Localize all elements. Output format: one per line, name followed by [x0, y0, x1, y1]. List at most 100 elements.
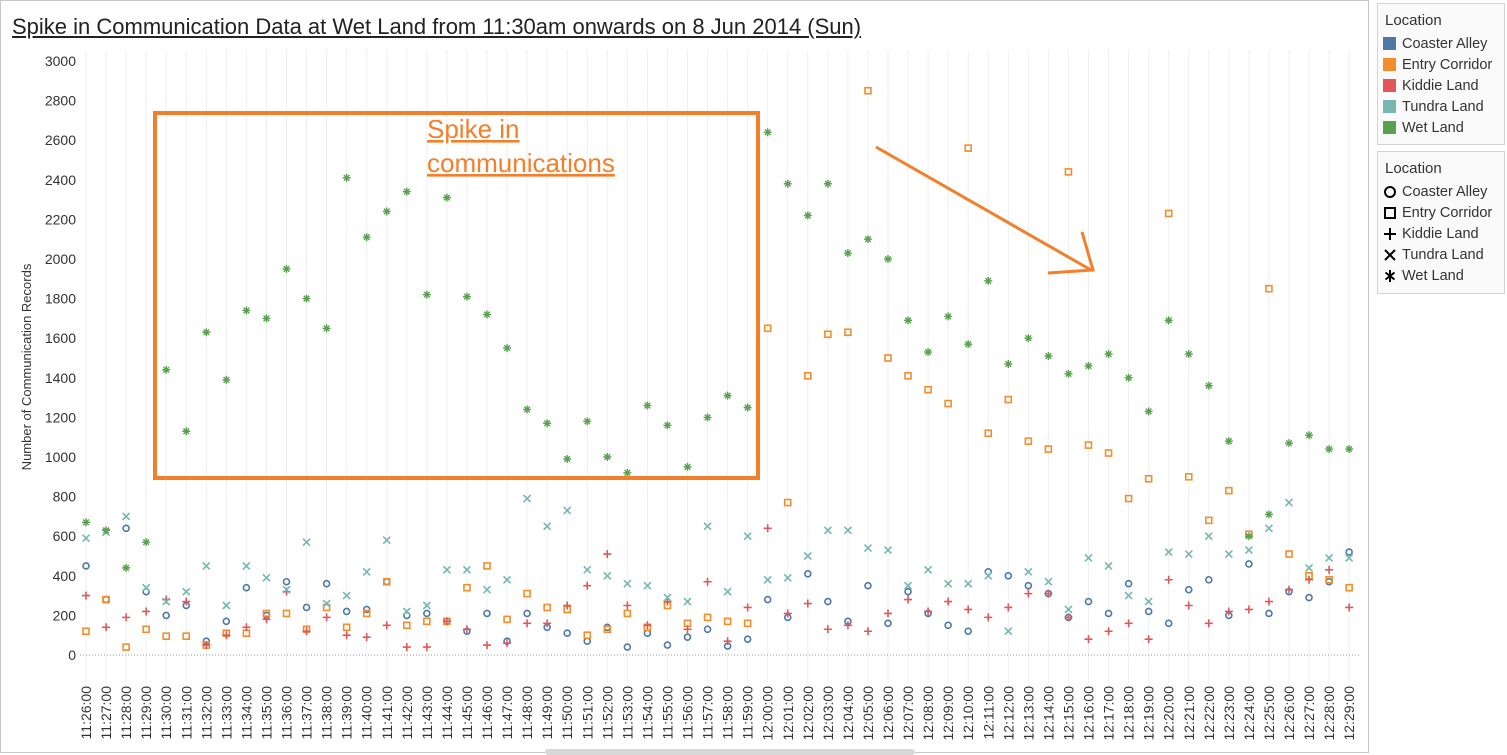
horizontal-scrollbar[interactable]: [545, 749, 915, 755]
data-point: [863, 544, 873, 553]
data-point: [743, 603, 752, 612]
shape-legend-item[interactable]: Kiddie Land: [1378, 223, 1504, 244]
legend-label: Kiddie Land: [1402, 77, 1479, 94]
x-tick-label: 11:50:00: [559, 686, 575, 740]
data-point: [1144, 407, 1153, 416]
x-tick-label: 12:06:00: [880, 686, 896, 741]
x-tick-label: 12:22:00: [1201, 686, 1217, 741]
x-tick-label: 12:27:00: [1301, 686, 1317, 741]
data-point: [703, 577, 712, 586]
data-point: [1044, 589, 1053, 598]
x-tick-label: 12:04:00: [840, 686, 856, 741]
data-point: [1144, 635, 1153, 644]
data-point: [1004, 359, 1013, 368]
series-coaster-alley: [82, 524, 1353, 651]
data-point: [1305, 431, 1314, 440]
data-point: [743, 532, 752, 541]
data-point: [563, 454, 572, 463]
data-point: [1205, 575, 1213, 584]
data-point: [1184, 601, 1193, 610]
color-legend-item[interactable]: Coaster Alley: [1378, 33, 1504, 54]
y-tick-label: 600: [53, 528, 77, 544]
color-swatch: [1383, 100, 1396, 113]
color-legend-items: Coaster Alley Entry Corridor Kiddie Land Tu…: [1378, 33, 1504, 138]
data-point: [904, 372, 912, 380]
data-point: [362, 609, 371, 618]
data-point: [202, 641, 211, 650]
shape-legend-item[interactable]: Entry Corridor: [1378, 202, 1504, 223]
data-point: [282, 577, 291, 586]
data-point: [102, 526, 111, 535]
data-point: [1164, 209, 1173, 218]
data-point: [122, 512, 131, 521]
data-point: [322, 324, 331, 333]
data-point: [964, 144, 973, 152]
data-point: [964, 627, 973, 636]
spike-highlight-box: [153, 111, 760, 480]
color-legend: Location Coaster Alley Entry Corridor Kidd…: [1377, 3, 1505, 145]
color-legend-item[interactable]: Tundra Land: [1378, 96, 1504, 117]
data-point: [783, 179, 792, 188]
data-point: [783, 498, 792, 507]
data-point: [362, 633, 371, 642]
x-tick-label: 12:25:00: [1261, 686, 1277, 741]
data-point: [1064, 168, 1073, 176]
data-point: [884, 609, 892, 618]
shape-legend-item[interactable]: Wet Land: [1378, 265, 1504, 286]
x-tick-label: 11:42:00: [399, 686, 415, 740]
data-point: [503, 639, 512, 648]
legend-label: Coaster Alley: [1402, 183, 1488, 200]
data-point: [823, 526, 832, 535]
data-point: [1044, 445, 1053, 453]
data-point: [182, 597, 191, 606]
data-point: [1124, 579, 1133, 588]
data-point: [423, 617, 431, 626]
data-point: [342, 607, 351, 616]
data-point: [1184, 472, 1193, 481]
legend-label: Coaster Alley: [1402, 35, 1488, 52]
data-point: [382, 577, 391, 586]
y-tick-label: 200: [53, 607, 77, 623]
data-point: [884, 255, 892, 263]
data-point: [763, 524, 772, 533]
data-point: [964, 340, 973, 349]
data-point: [723, 617, 732, 626]
data-point: [1104, 627, 1113, 636]
data-point: [1204, 381, 1213, 390]
data-point: [142, 538, 151, 547]
shape-legend-item[interactable]: Tundra Land: [1378, 244, 1504, 265]
x-tick-label: 11:52:00: [599, 686, 615, 740]
data-point: [803, 211, 812, 220]
data-point: [683, 597, 692, 606]
vertical-gridlines: [85, 50, 1350, 683]
data-point: [1285, 439, 1293, 448]
data-point: [1104, 449, 1113, 457]
asterisk-icon: [1383, 269, 1397, 283]
data-point: [362, 605, 371, 614]
data-point: [984, 613, 993, 622]
x-tick-label: 11:28:00: [118, 686, 134, 740]
data-point: [984, 276, 993, 285]
legend-label: Wet Land: [1402, 119, 1464, 136]
legend-label: Entry Corridor: [1402, 204, 1493, 221]
data-point: [402, 187, 411, 196]
y-tick-label: 2200: [45, 211, 76, 227]
data-point: [864, 86, 872, 95]
data-point: [743, 403, 752, 412]
data-point: [824, 597, 832, 606]
color-swatch: [1383, 79, 1396, 92]
color-legend-item[interactable]: Kiddie Land: [1378, 75, 1504, 96]
data-point: [1064, 613, 1073, 622]
color-legend-item[interactable]: Entry Corridor: [1378, 54, 1504, 75]
data-point: [82, 518, 90, 527]
color-legend-item[interactable]: Wet Land: [1378, 117, 1504, 138]
data-point: [1305, 593, 1313, 602]
data-point: [1325, 565, 1334, 574]
data-point: [743, 635, 752, 643]
x-tick-label: 12:05:00: [860, 686, 876, 741]
shape-legend-item[interactable]: Coaster Alley: [1378, 181, 1504, 202]
data-point: [1265, 609, 1273, 618]
x-tick-label: 11:32:00: [198, 686, 214, 740]
color-swatch: [1383, 37, 1396, 50]
data-point: [603, 571, 612, 580]
